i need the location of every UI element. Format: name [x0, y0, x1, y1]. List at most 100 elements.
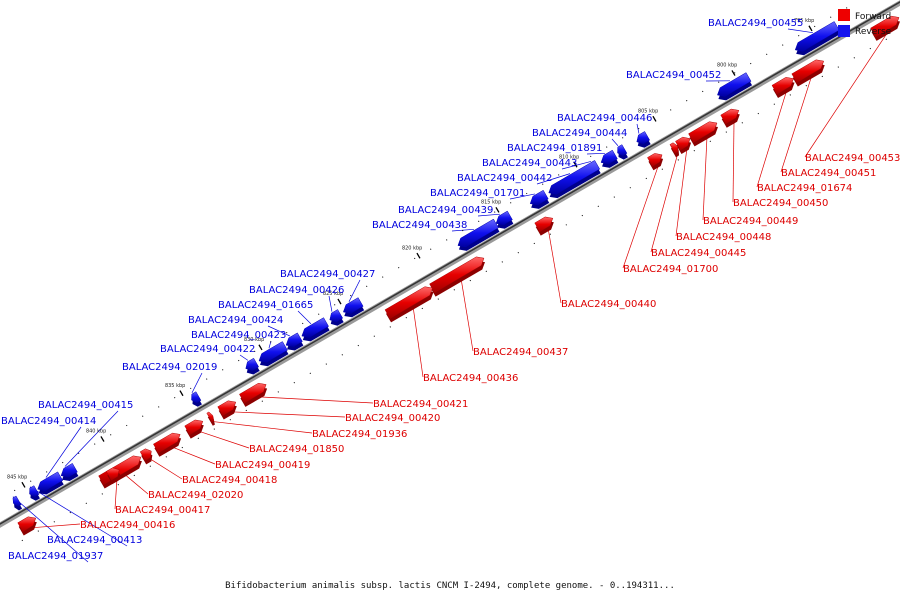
gene-label-BALAC2494_00420[interactable]: BALAC2494_00420: [345, 413, 440, 424]
gene-feature-BALAC2494_00424[interactable]: [285, 332, 304, 351]
gene-feature-BALAC2494_00445[interactable]: [669, 142, 680, 158]
gene-feature-BALAC2494_00439[interactable]: [495, 210, 514, 229]
gene-label-BALAC2494_00444[interactable]: BALAC2494_00444: [532, 128, 627, 139]
gene-label-BALAC2494_00426[interactable]: BALAC2494_00426: [249, 285, 344, 296]
gene-feature-BALAC2494_01937[interactable]: [12, 495, 23, 511]
gene-label-BALAC2494_01701[interactable]: BALAC2494_01701: [430, 188, 525, 199]
gene-label-BALAC2494_02020[interactable]: BALAC2494_02020: [148, 490, 243, 501]
gene-label-BALAC2494_00415[interactable]: BALAC2494_00415: [38, 400, 133, 411]
minor-tick: [654, 118, 656, 120]
gene-feature-BALAC2494_01891[interactable]: [600, 149, 619, 168]
gene-feature-BALAC2494_00450[interactable]: [720, 108, 740, 128]
gene-feature-BALAC2494_00422[interactable]: [245, 357, 260, 375]
gene-body: [791, 59, 825, 83]
gene-label-BALAC2494_01665[interactable]: BALAC2494_01665: [218, 300, 313, 311]
gene-label-BALAC2494_00449[interactable]: BALAC2494_00449: [703, 216, 798, 227]
gene-label-BALAC2494_00445[interactable]: BALAC2494_00445: [651, 248, 746, 259]
gene-feature-BALAC2494_00444[interactable]: [617, 144, 628, 160]
gene-feature-BALAC2494_00419[interactable]: [153, 432, 182, 457]
gene-feature-BALAC2494_00417[interactable]: [105, 467, 121, 485]
gene-feature-BALAC2494_00426[interactable]: [329, 309, 344, 326]
gene-feature-BALAC2494_00420[interactable]: [217, 400, 237, 420]
minor-tick: [574, 164, 576, 167]
gene-feature-BALAC2494_00440[interactable]: [534, 216, 554, 236]
gene-label-BALAC2494_00452[interactable]: BALAC2494_00452: [626, 70, 721, 81]
gene-feature-BALAC2494_00437[interactable]: [429, 256, 485, 297]
minor-tick: [501, 261, 503, 263]
minor-tick: [117, 484, 119, 486]
gene-feature-BALAC2494_00451[interactable]: [791, 59, 825, 87]
leader-line: [536, 173, 571, 185]
gene-label-BALAC2494_00450[interactable]: BALAC2494_00450: [733, 198, 828, 209]
gene-label-BALAC2494_00421[interactable]: BALAC2494_00421: [373, 399, 468, 410]
gene-label-BALAC2494_00437[interactable]: BALAC2494_00437: [473, 347, 568, 358]
gene-labels: BALAC2494_00455 BALAC2494_00452 BALAC2494_…: [1, 18, 900, 562]
gene-feature-BALAC2494_02019[interactable]: [191, 391, 202, 407]
gene-feature-BALAC2494_01850[interactable]: [184, 419, 204, 439]
gene-label-BALAC2494_00417[interactable]: BALAC2494_00417: [115, 505, 210, 516]
gene-label-BALAC2494_00443[interactable]: BALAC2494_00443: [482, 158, 577, 169]
leader-line: [586, 152, 605, 155]
gene-feature-BALAC2494_01665[interactable]: [301, 317, 330, 342]
gene-label-BALAC2494_00418[interactable]: BALAC2494_00418: [182, 475, 277, 486]
gene-body: [675, 136, 691, 151]
gene-feature-BALAC2494_01674[interactable]: [771, 77, 795, 98]
gene-feature-BALAC2494_00415[interactable]: [60, 463, 79, 482]
gene-feature-BALAC2494_00442[interactable]: [548, 160, 601, 199]
gene-label-BALAC2494_00424[interactable]: BALAC2494_00424: [188, 315, 283, 326]
gene-feature-BALAC2494_00427[interactable]: [342, 297, 365, 318]
gene-feature-BALAC2494_00452[interactable]: [717, 72, 753, 101]
tick-label: 800 kbp: [717, 63, 737, 69]
gene-label-BALAC2494_00442[interactable]: BALAC2494_00442: [457, 173, 552, 184]
gene-label-BALAC2494_00455[interactable]: BALAC2494_00455: [708, 18, 803, 29]
gene-label-BALAC2494_01891[interactable]: BALAC2494_01891: [507, 143, 602, 154]
backbone-shadow: [0, 0, 900, 528]
gene-feature-BALAC2494_00448[interactable]: [675, 136, 692, 154]
gene-feature-BALAC2494_00414[interactable]: [37, 471, 64, 495]
leader-line: [123, 473, 149, 495]
gene-feature-BALAC2494_01701[interactable]: [529, 189, 550, 209]
gene-label-BALAC2494_00438[interactable]: BALAC2494_00438: [372, 220, 467, 231]
minor-tick: [789, 94, 791, 96]
gene-feature-BALAC2494_00416[interactable]: [17, 516, 37, 536]
gene-feature-BALAC2494_00446[interactable]: [636, 131, 651, 148]
gene-label-BALAC2494_00436[interactable]: BALAC2494_00436: [423, 373, 518, 384]
gene-feature-BALAC2494_01700[interactable]: [647, 153, 664, 171]
gene-feature-BALAC2494_01936[interactable]: [206, 411, 215, 426]
gene-body: [669, 142, 679, 154]
gene-feature-BALAC2494_00418[interactable]: [139, 448, 153, 465]
gene-feature-BALAC2494_00423[interactable]: [258, 341, 289, 367]
gene-label-BALAC2494_00413[interactable]: BALAC2494_00413: [47, 535, 142, 546]
minor-tick: [69, 511, 71, 514]
gene-label-BALAC2494_01936[interactable]: BALAC2494_01936: [312, 429, 407, 440]
gene-body: [217, 400, 237, 416]
gene-label-BALAC2494_00453[interactable]: BALAC2494_00453: [805, 153, 900, 164]
gene-label-BALAC2494_00448[interactable]: BALAC2494_00448: [676, 232, 771, 243]
gene-label-BALAC2494_01937[interactable]: BALAC2494_01937: [8, 551, 103, 562]
gene-label-BALAC2494_00416[interactable]: BALAC2494_00416: [80, 520, 175, 531]
gene-label-BALAC2494_00414[interactable]: BALAC2494_00414: [1, 416, 96, 427]
gene-feature-BALAC2494_00413[interactable]: [29, 485, 40, 501]
gene-label-BALAC2494_02019[interactable]: BALAC2494_02019: [122, 362, 217, 373]
minor-tick: [565, 224, 567, 226]
gene-label-BALAC2494_00446[interactable]: BALAC2494_00446: [557, 113, 652, 124]
gene-label-BALAC2494_00423[interactable]: BALAC2494_00423: [191, 330, 286, 341]
tick-mark: [573, 161, 578, 168]
gene-feature-BALAC2494_00436[interactable]: [384, 286, 434, 323]
gene-feature-BALAC2494_00453[interactable]: [870, 15, 900, 41]
gene-label-BALAC2494_00451[interactable]: BALAC2494_00451: [781, 168, 876, 179]
tick-mark: [731, 70, 736, 76]
gene-feature-BALAC2494_00449[interactable]: [688, 121, 718, 147]
gene-label-BALAC2494_01850[interactable]: BALAC2494_01850: [249, 444, 344, 455]
gene-label-BALAC2494_00440[interactable]: BALAC2494_00440: [561, 299, 656, 310]
gene-label-BALAC2494_00419[interactable]: BALAC2494_00419: [215, 460, 310, 471]
gene-label-BALAC2494_01674[interactable]: BALAC2494_01674: [757, 183, 852, 194]
leader-line: [412, 306, 424, 378]
gene-feature-BALAC2494_00438[interactable]: [457, 218, 500, 251]
gene-label-BALAC2494_00439[interactable]: BALAC2494_00439: [398, 205, 493, 216]
gene-label-BALAC2494_00427[interactable]: BALAC2494_00427: [280, 269, 375, 280]
gene-label-BALAC2494_00422[interactable]: BALAC2494_00422: [160, 344, 255, 355]
gene-feature-BALAC2494_00421[interactable]: [239, 382, 268, 407]
gene-label-BALAC2494_01700[interactable]: BALAC2494_01700: [623, 264, 718, 275]
